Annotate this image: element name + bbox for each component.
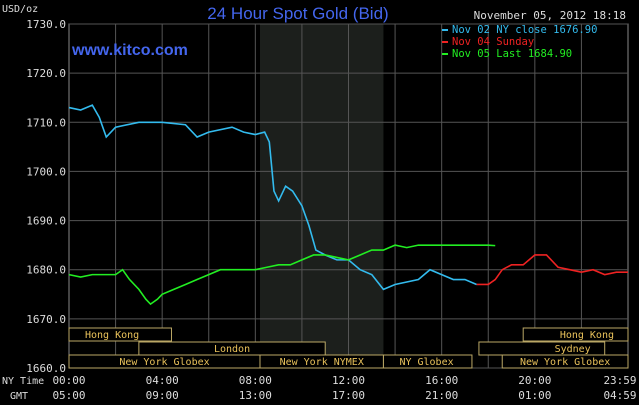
chart-title: 24 Hour Spot Gold (Bid) xyxy=(207,4,388,23)
session-box xyxy=(382,354,473,369)
ny-tick-label: 00:00 xyxy=(52,374,85,387)
session-label: New York Globex xyxy=(520,357,610,368)
ny-tick-label: 23:59 xyxy=(603,374,636,387)
session-label: Hong Kong xyxy=(85,330,139,341)
gmt-tick-label: 21:00 xyxy=(425,389,458,402)
session-label: NY Globex xyxy=(399,357,453,368)
ny-tick-label: 08:00 xyxy=(239,374,272,387)
gmt-tick-label: 17:00 xyxy=(332,389,365,402)
timestamp: November 05, 2012 18:18 xyxy=(474,9,626,22)
legend-entry: Nov 05 Last 1684.90 xyxy=(452,48,572,60)
ny-tick-label: 16:00 xyxy=(425,374,458,387)
y-tick-label: 1670.0 xyxy=(26,313,66,326)
gmt-tick-label: 09:00 xyxy=(146,389,179,402)
session-box xyxy=(501,354,629,369)
ny-tick-label: 12:00 xyxy=(332,374,365,387)
y-tick-label: 1710.0 xyxy=(26,116,66,129)
legend-entry: Nov 04 Sunday xyxy=(452,36,534,48)
shaded-session xyxy=(259,24,384,368)
y-tick-label: 1720.0 xyxy=(26,67,66,80)
y-tick-label: 1700.0 xyxy=(26,165,66,178)
ny-tick-label: 04:00 xyxy=(146,374,179,387)
series-line-2 xyxy=(68,244,496,306)
ny-time-label: NY Time xyxy=(2,376,44,387)
gmt-tick-label: 01:00 xyxy=(518,389,551,402)
legend-swatch xyxy=(442,41,448,43)
gmt-tick-label: 05:00 xyxy=(52,389,85,402)
session-box xyxy=(522,327,629,342)
y-axis-label: USD/oz xyxy=(2,4,38,15)
session-label: Hong Kong xyxy=(560,330,614,341)
session-label: New York Globex xyxy=(119,357,209,368)
legend-swatch xyxy=(442,29,448,31)
legend-swatch xyxy=(442,53,448,55)
gmt-tick-label: 13:00 xyxy=(239,389,272,402)
session-label: New York NYMEX xyxy=(280,357,364,368)
ny-tick-label: 20:00 xyxy=(518,374,551,387)
session-label: London xyxy=(214,344,250,355)
watermark: www.kitco.com xyxy=(71,42,188,59)
y-tick-label: 1660.0 xyxy=(26,362,66,375)
series-line-1 xyxy=(476,254,628,286)
y-tick-label: 1730.0 xyxy=(26,18,66,31)
gmt-tick-label: 04:59 xyxy=(603,389,636,402)
legend-entry: Nov 02 NY close 1676.90 xyxy=(452,24,597,36)
series-line-0 xyxy=(68,104,477,291)
session-box xyxy=(68,327,172,342)
session-label: Sydney xyxy=(555,344,591,355)
y-tick-label: 1680.0 xyxy=(26,264,66,277)
y-tick-label: 1690.0 xyxy=(26,215,66,228)
gmt-label: GMT xyxy=(10,391,28,402)
